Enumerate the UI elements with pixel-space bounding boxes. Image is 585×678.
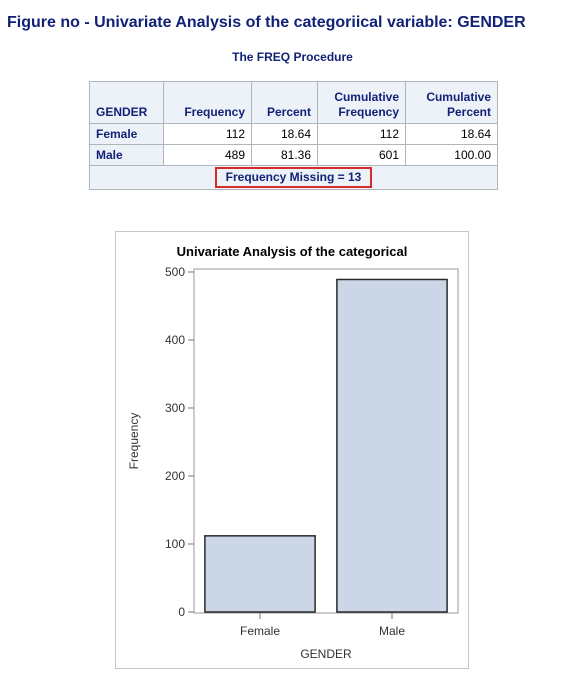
y-axis-ticks: 0 100 200 300 400 500 [165, 265, 194, 619]
cell-cum-frequency: 112 [317, 123, 406, 145]
column-header-percent: Percent [251, 81, 318, 124]
figure-title: Figure no - Univariate Analysis of the c… [7, 14, 526, 31]
bar-female [204, 535, 316, 613]
cell-cum-percent: 18.64 [405, 123, 498, 145]
row-label-male: Male [89, 144, 164, 166]
cum-percent-line1: Cumulative [426, 90, 491, 104]
column-header-gender: GENDER [89, 81, 164, 124]
table-row: Female 112 18.64 112 18.64 [89, 123, 498, 145]
y-tick-label: 500 [165, 265, 185, 279]
row-label-female: Female [89, 123, 164, 145]
table-row: Male 489 81.36 601 100.00 [89, 144, 498, 166]
y-tick-label: 200 [165, 469, 185, 483]
x-tick-label-male: Male [379, 624, 405, 638]
x-axis-ticks: Female Male [240, 613, 405, 638]
cell-cum-percent: 100.00 [405, 144, 498, 166]
chart-title: Univariate Analysis of the categorical [177, 244, 408, 259]
y-tick-label: 300 [165, 401, 185, 415]
x-tick-label-female: Female [240, 624, 280, 638]
procedure-title: The FREQ Procedure [232, 50, 353, 64]
column-header-frequency: Frequency [163, 81, 252, 124]
table-footer-row: Frequency Missing = 13 [89, 165, 498, 190]
cell-cum-frequency: 601 [317, 144, 406, 166]
bars [204, 278, 448, 613]
table-header-row: GENDER Frequency Percent Cumulative Freq… [89, 81, 498, 124]
cum-frequency-line1: Cumulative [334, 90, 399, 104]
column-header-cumulative-frequency: Cumulative Frequency [317, 81, 406, 124]
table-footer-cell: Frequency Missing = 13 [89, 165, 498, 190]
x-axis-label: GENDER [300, 647, 352, 661]
frequency-missing-note: Frequency Missing = 13 [214, 167, 373, 188]
cum-percent-line2: Percent [446, 105, 491, 119]
cell-percent: 81.36 [251, 144, 318, 166]
y-tick-label: 0 [178, 605, 185, 619]
y-tick-label: 400 [165, 333, 185, 347]
plot-area [193, 268, 459, 614]
cell-percent: 18.64 [251, 123, 318, 145]
y-axis-label: Frequency [127, 413, 141, 470]
bar-male [336, 278, 448, 613]
frequency-table: GENDER Frequency Percent Cumulative Freq… [89, 81, 498, 190]
y-tick-label: 100 [165, 537, 185, 551]
cum-frequency-line2: Frequency [338, 105, 399, 119]
